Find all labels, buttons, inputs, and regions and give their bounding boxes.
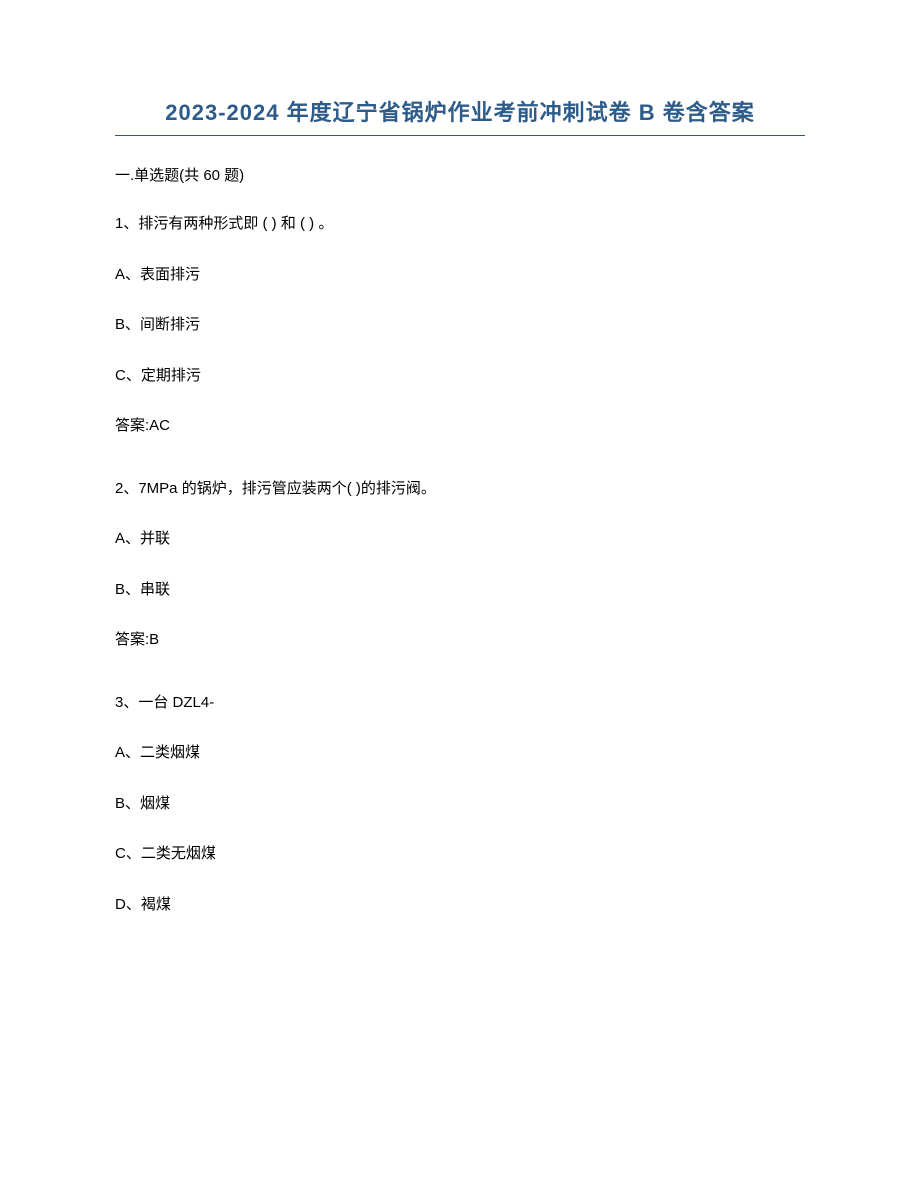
option-d: D、褐煤	[115, 894, 805, 917]
option-c: C、定期排污	[115, 365, 805, 388]
question-2: 2、7MPa 的锅炉，排污管应装两个( )的排污阀。 A、并联 B、串联 答案:…	[115, 478, 805, 652]
question-text: 1、排污有两种形式即 ( ) 和 ( ) 。	[115, 213, 805, 236]
document-title: 2023-2024 年度辽宁省锅炉作业考前冲刺试卷 B 卷含答案	[115, 95, 805, 136]
question-text: 3、一台 DZL4-	[115, 692, 805, 715]
option-a: A、表面排污	[115, 264, 805, 287]
answer: 答案:B	[115, 629, 805, 652]
question-1: 1、排污有两种形式即 ( ) 和 ( ) 。 A、表面排污 B、间断排污 C、定…	[115, 213, 805, 438]
question-text: 2、7MPa 的锅炉，排污管应装两个( )的排污阀。	[115, 478, 805, 501]
option-a: A、并联	[115, 528, 805, 551]
option-c: C、二类无烟煤	[115, 843, 805, 866]
option-b: B、间断排污	[115, 314, 805, 337]
question-3: 3、一台 DZL4- A、二类烟煤 B、烟煤 C、二类无烟煤 D、褐煤	[115, 692, 805, 917]
option-b: B、串联	[115, 579, 805, 602]
answer: 答案:AC	[115, 415, 805, 438]
option-b: B、烟煤	[115, 793, 805, 816]
section-header: 一.单选题(共 60 题)	[115, 164, 805, 185]
option-a: A、二类烟煤	[115, 742, 805, 765]
